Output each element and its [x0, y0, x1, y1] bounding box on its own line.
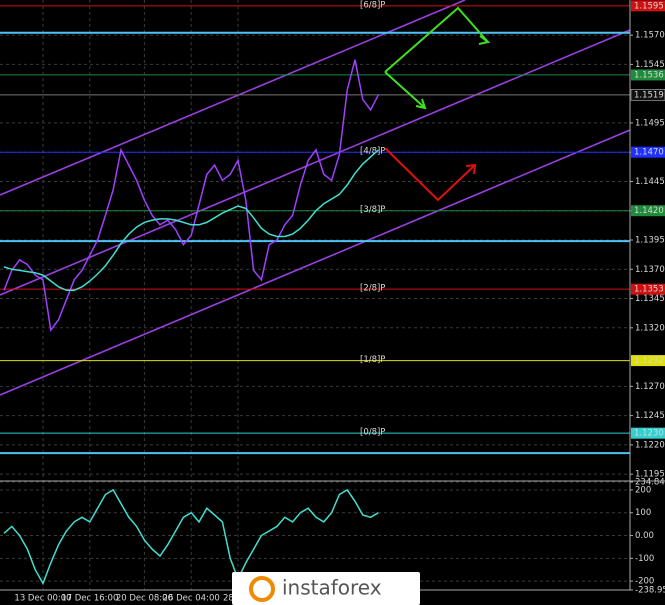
y-tick-label: 1.1320: [635, 323, 665, 333]
y-tick-label: 1.1220: [635, 440, 665, 450]
y-tick-label: 1.1245: [635, 411, 665, 421]
level-price-box: [631, 69, 665, 81]
x-tick-label: 20 Dec 08:00: [116, 594, 173, 604]
level-label: [6/8]P: [360, 0, 385, 10]
level-label: [4/8]P: [360, 147, 385, 157]
price-box: [630, 89, 665, 101]
x-tick-label: 17 Dec 16:00: [61, 594, 118, 604]
y-tick-label: 1.1495: [635, 118, 665, 128]
level-price-label: 1.1353: [634, 285, 664, 295]
level-price-box: [631, 427, 665, 439]
series-line: [3, 488, 379, 586]
level-price-box: [631, 283, 665, 295]
y-tick-label: -200: [635, 577, 654, 587]
channel-middle: [0, 29, 631, 296]
channel-lower: [0, 129, 631, 396]
y-tick-label: 1.1270: [635, 382, 665, 392]
series-line: [3, 59, 380, 332]
y-tick-label: -100: [635, 554, 654, 564]
level-label: [0/8]P: [360, 428, 385, 438]
arrow-down: [384, 147, 476, 202]
level-price-box: [631, 355, 665, 367]
level-price-box: [631, 146, 665, 158]
y-tick-label: 1.1395: [635, 236, 665, 246]
level-price-label: 1.1536: [634, 70, 664, 80]
level-price-box: [631, 205, 665, 217]
level-label: [3/8]P: [360, 205, 385, 215]
y-tick-label: 200: [635, 485, 651, 495]
x-tick-label: 26 Dec 04:00: [163, 594, 220, 604]
forecast-arrows: [384, 6, 491, 202]
y-tick-label: 0.00: [635, 531, 654, 541]
level-price-label: 1.1292: [634, 356, 664, 366]
arrow-mid: [384, 71, 426, 109]
logo-icon: [249, 576, 275, 602]
watermark-text: instaforex: [282, 576, 382, 600]
price-label: 1.1519: [634, 90, 664, 100]
y-tick-label: 1.1545: [635, 60, 665, 70]
y-tick-label: 1.1445: [635, 177, 665, 187]
arrow-head: [478, 35, 491, 45]
y-tick-label: 100: [635, 508, 651, 518]
watermark: instaforex: [232, 572, 420, 605]
y-tick-label: -238.9559: [635, 586, 665, 596]
arrow-up: [384, 6, 489, 73]
level-price-label: 1.1470: [634, 148, 664, 158]
y-tick-label: 234.8491: [635, 478, 665, 488]
series-line: [3, 149, 379, 292]
y-tick-label: 1.1345: [635, 294, 665, 304]
level-price-label: 1.1230: [634, 429, 664, 439]
watermark-box: [232, 572, 420, 605]
level-price-label: 1.1420: [634, 206, 664, 216]
level-label: [2/8]P: [360, 284, 385, 294]
level-price-box: [631, 0, 665, 12]
level-label: [1/8]P: [360, 355, 385, 365]
level-price-label: 1.1595: [634, 1, 664, 11]
y-tick-label: 1.1370: [635, 265, 665, 275]
x-tick-label: 13 Dec 00:00: [14, 594, 71, 604]
y-tick-label: 1.1570: [635, 31, 665, 41]
arrow-head: [465, 163, 477, 175]
y-tick-label: 1.1195: [635, 470, 665, 480]
arrow-head: [415, 98, 427, 110]
